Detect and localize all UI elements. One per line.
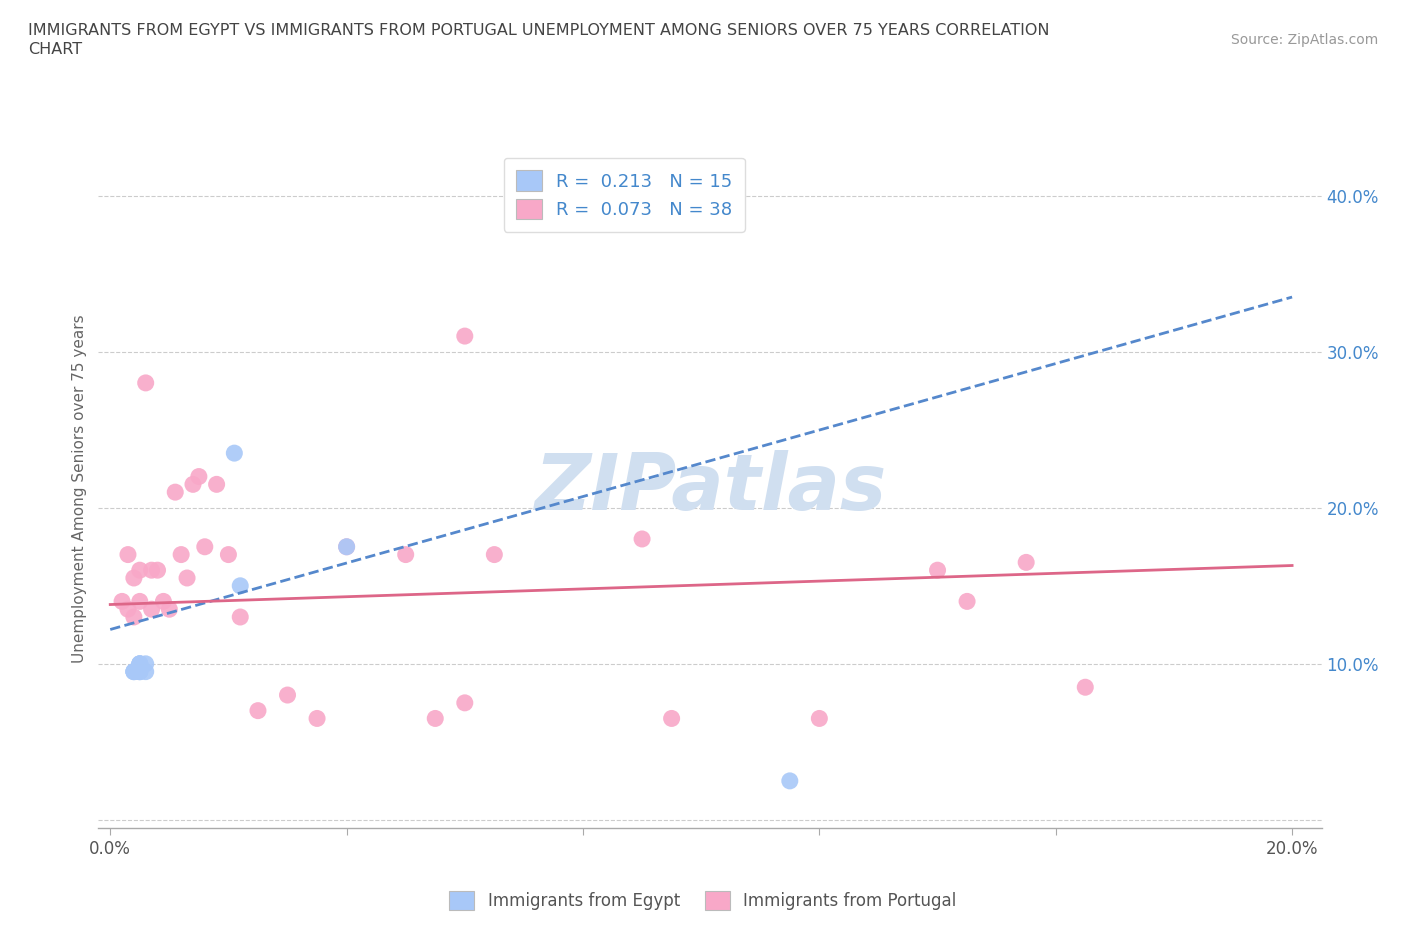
Text: Source: ZipAtlas.com: Source: ZipAtlas.com xyxy=(1230,33,1378,46)
Point xyxy=(117,602,139,617)
Point xyxy=(117,547,139,562)
Point xyxy=(307,711,329,726)
Point xyxy=(779,774,801,789)
Point xyxy=(141,563,163,578)
Point xyxy=(135,376,157,391)
Point xyxy=(395,547,418,562)
Point xyxy=(956,594,979,609)
Point xyxy=(1015,555,1038,570)
Point xyxy=(128,664,150,679)
Point xyxy=(808,711,831,726)
Point xyxy=(631,532,654,547)
Point xyxy=(122,609,145,624)
Point xyxy=(128,657,150,671)
Point xyxy=(128,664,150,679)
Point xyxy=(135,657,157,671)
Point xyxy=(128,563,150,578)
Point xyxy=(128,657,150,671)
Text: CHART: CHART xyxy=(28,42,82,57)
Point xyxy=(336,539,359,554)
Point xyxy=(152,594,174,609)
Point xyxy=(229,578,252,593)
Point xyxy=(425,711,447,726)
Point xyxy=(484,547,506,562)
Point xyxy=(217,547,239,562)
Point xyxy=(165,485,187,499)
Point xyxy=(181,477,204,492)
Point xyxy=(170,547,193,562)
Legend: R =  0.213   N = 15, R =  0.073   N = 38: R = 0.213 N = 15, R = 0.073 N = 38 xyxy=(503,158,745,232)
Point xyxy=(122,664,145,679)
Point xyxy=(146,563,169,578)
Point xyxy=(122,664,145,679)
Legend: Immigrants from Egypt, Immigrants from Portugal: Immigrants from Egypt, Immigrants from P… xyxy=(443,884,963,917)
Point xyxy=(128,657,150,671)
Point xyxy=(141,602,163,617)
Text: IMMIGRANTS FROM EGYPT VS IMMIGRANTS FROM PORTUGAL UNEMPLOYMENT AMONG SENIORS OVE: IMMIGRANTS FROM EGYPT VS IMMIGRANTS FROM… xyxy=(28,23,1050,38)
Point xyxy=(128,664,150,679)
Point xyxy=(122,664,145,679)
Point xyxy=(454,696,477,711)
Point xyxy=(224,445,246,460)
Point xyxy=(276,687,298,702)
Point xyxy=(128,594,150,609)
Point xyxy=(176,570,198,585)
Point xyxy=(927,563,949,578)
Point xyxy=(661,711,683,726)
Point xyxy=(194,539,217,554)
Point xyxy=(111,594,134,609)
Point xyxy=(336,539,359,554)
Point xyxy=(122,570,145,585)
Point xyxy=(454,328,477,343)
Point xyxy=(246,703,269,718)
Point xyxy=(157,602,180,617)
Point xyxy=(135,664,157,679)
Point xyxy=(229,609,252,624)
Point xyxy=(1074,680,1097,695)
Text: ZIPatlas: ZIPatlas xyxy=(534,450,886,526)
Point xyxy=(187,469,209,484)
Point xyxy=(205,477,228,492)
Y-axis label: Unemployment Among Seniors over 75 years: Unemployment Among Seniors over 75 years xyxy=(72,314,87,662)
